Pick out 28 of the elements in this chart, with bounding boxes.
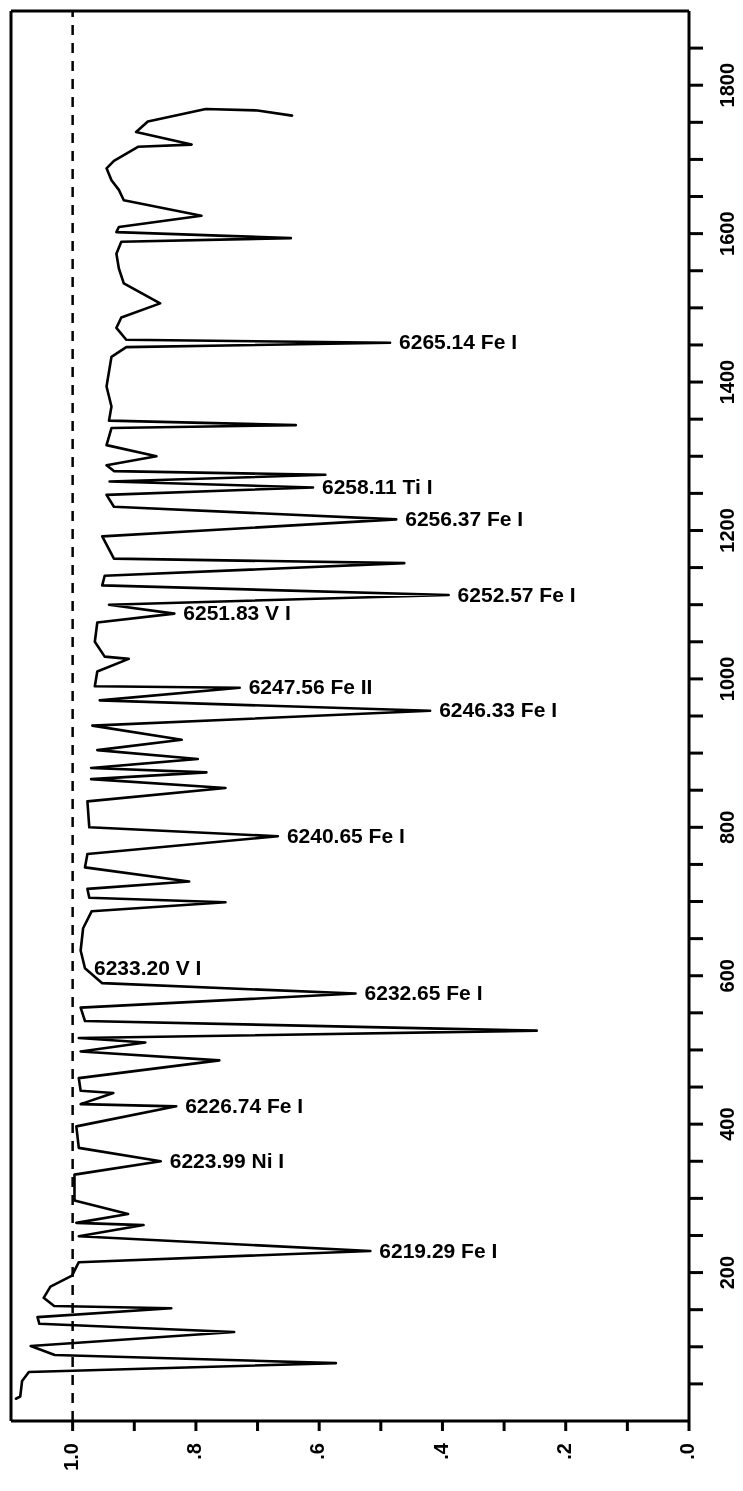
annotation: 6252.57 Fe I xyxy=(457,582,576,606)
annotation: 6265.14 Fe I xyxy=(399,330,517,354)
annotation: 6258.11 Ti I xyxy=(322,474,433,498)
y-tick-label: 1000 xyxy=(716,656,739,702)
y-tick-label: 1800 xyxy=(716,62,739,108)
annotation: 6226.74 Fe I xyxy=(185,1093,304,1117)
annotation: 6256.37 Fe I xyxy=(405,506,524,530)
annotation: 6240.65 Fe I xyxy=(286,823,405,847)
y-tick-label: 1400 xyxy=(716,359,739,405)
x-tick-label: .6 xyxy=(306,1443,329,1460)
annotation: 6232.65 Fe I xyxy=(364,981,483,1005)
x-tick-label: .4 xyxy=(429,1442,452,1460)
y-tick-label: 200 xyxy=(716,1255,739,1290)
x-tick-label: .0 xyxy=(676,1443,699,1460)
y-tick-label: 400 xyxy=(716,1107,739,1141)
y-tick-label: 1600 xyxy=(716,211,739,256)
annotation: 6223.99 Ni I xyxy=(169,1148,285,1172)
annotation: 6247.56 Fe II xyxy=(248,675,373,699)
x-tick-label: .2 xyxy=(553,1443,576,1460)
annotation: 6251.83 V I xyxy=(183,601,291,625)
y-tick-label: 800 xyxy=(716,810,739,844)
annotation: 6219.29 Fe I xyxy=(379,1238,498,1262)
annotation: 6233.20 V I xyxy=(93,955,202,979)
x-tick-label: .8 xyxy=(183,1443,206,1460)
y-tick-label: 1200 xyxy=(716,508,739,553)
x-tick-label: 1.0 xyxy=(59,1443,82,1471)
annotation: 6246.33 Fe I xyxy=(439,698,558,722)
y-tick-label: 600 xyxy=(716,959,739,993)
